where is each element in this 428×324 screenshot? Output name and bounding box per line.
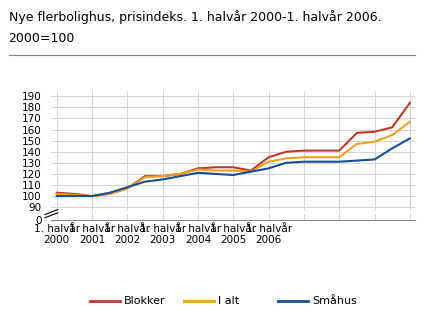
- Småhus: [301, 160, 306, 164]
- I alt: [372, 140, 377, 144]
- Blokker: [72, 192, 77, 196]
- Blokker: [301, 149, 306, 153]
- Småhus: [231, 173, 236, 177]
- I alt: [231, 168, 236, 172]
- Blokker: [125, 186, 130, 190]
- Blokker: [354, 131, 360, 135]
- Text: 1. halvår
2006: 1. halvår 2006: [246, 224, 291, 245]
- Blokker: [407, 101, 413, 105]
- I alt: [301, 155, 306, 159]
- I alt: [54, 192, 59, 196]
- Småhus: [372, 157, 377, 161]
- Småhus: [248, 170, 253, 174]
- Line: Småhus: Småhus: [56, 138, 410, 196]
- Småhus: [213, 172, 218, 176]
- Småhus: [143, 180, 148, 184]
- Småhus: [54, 194, 59, 198]
- Småhus: [89, 194, 95, 198]
- I alt: [354, 142, 360, 146]
- Småhus: [337, 160, 342, 164]
- I alt: [195, 168, 200, 171]
- Småhus: [178, 174, 183, 178]
- Text: Blokker: Blokker: [124, 296, 166, 306]
- Småhus: [266, 167, 271, 170]
- Blokker: [231, 165, 236, 169]
- Blokker: [372, 130, 377, 134]
- Blokker: [337, 149, 342, 153]
- Småhus: [195, 171, 200, 175]
- Text: 1. halvår
2001: 1. halvår 2001: [69, 224, 115, 245]
- Blokker: [248, 168, 253, 172]
- I alt: [178, 172, 183, 176]
- I alt: [319, 155, 324, 159]
- I alt: [72, 193, 77, 197]
- Blokker: [143, 174, 148, 178]
- Text: Småhus: Småhus: [312, 296, 357, 306]
- Småhus: [72, 194, 77, 198]
- I alt: [160, 174, 165, 178]
- I alt: [266, 160, 271, 164]
- Blokker: [213, 165, 218, 169]
- I alt: [107, 192, 112, 196]
- I alt: [389, 133, 395, 137]
- Text: 1. halvår
2004: 1. halvår 2004: [175, 224, 221, 245]
- Småhus: [125, 185, 130, 189]
- Blokker: [284, 150, 289, 154]
- Text: 2000=100: 2000=100: [9, 32, 75, 45]
- I alt: [284, 156, 289, 160]
- Text: 1. halvår
2005: 1. halvår 2005: [210, 224, 256, 245]
- I alt: [407, 120, 413, 124]
- Blokker: [195, 167, 200, 170]
- Text: 1. halvår
2003: 1. halvår 2003: [140, 224, 186, 245]
- Småhus: [319, 160, 324, 164]
- Line: I alt: I alt: [56, 122, 410, 196]
- Blokker: [89, 194, 95, 198]
- Småhus: [160, 178, 165, 181]
- Småhus: [389, 146, 395, 150]
- Blokker: [160, 174, 165, 178]
- Blokker: [178, 172, 183, 176]
- I alt: [143, 175, 148, 179]
- Line: Blokker: Blokker: [56, 103, 410, 196]
- I alt: [248, 170, 253, 174]
- Blokker: [107, 192, 112, 196]
- Text: 1. halvår
2000: 1. halvår 2000: [33, 224, 80, 245]
- Småhus: [284, 161, 289, 165]
- Text: I alt: I alt: [218, 296, 239, 306]
- Blokker: [54, 191, 59, 195]
- Text: Nye flerbolighus, prisindeks. 1. halvår 2000-1. halvår 2006.: Nye flerbolighus, prisindeks. 1. halvår …: [9, 10, 381, 24]
- Blokker: [266, 155, 271, 159]
- Småhus: [407, 136, 413, 140]
- Småhus: [354, 159, 360, 163]
- Blokker: [319, 149, 324, 153]
- I alt: [89, 194, 95, 198]
- Text: 1. halvår
2002: 1. halvår 2002: [104, 224, 150, 245]
- Blokker: [389, 125, 395, 129]
- I alt: [213, 168, 218, 172]
- I alt: [337, 155, 342, 159]
- I alt: [125, 186, 130, 190]
- Småhus: [107, 191, 112, 195]
